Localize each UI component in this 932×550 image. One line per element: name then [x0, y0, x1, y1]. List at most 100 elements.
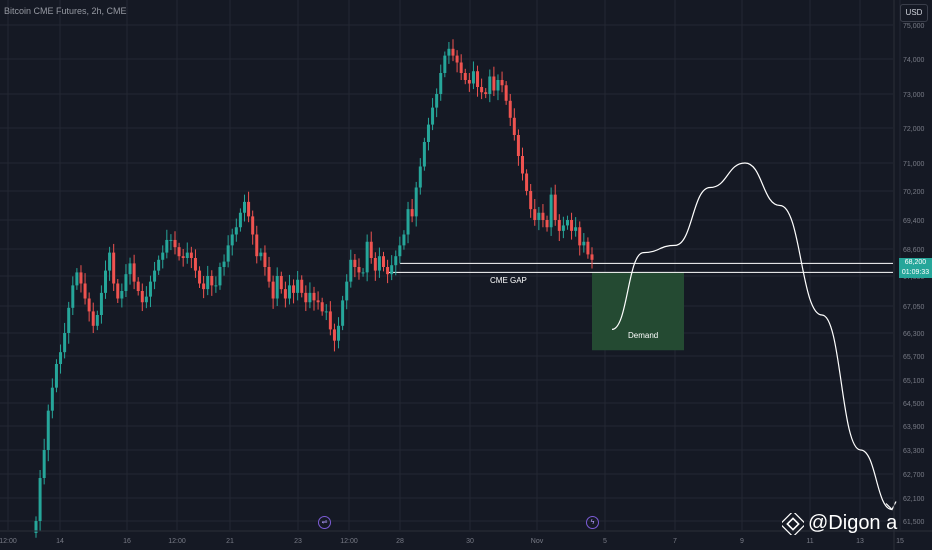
candle[interactable]: [87, 292, 91, 322]
candle-body[interactable]: [369, 241, 373, 258]
candle-body[interactable]: [418, 166, 422, 188]
candle[interactable]: [447, 42, 451, 64]
candle[interactable]: [136, 277, 140, 296]
candle[interactable]: [128, 257, 132, 285]
candle-body[interactable]: [357, 267, 361, 273]
candle-body[interactable]: [463, 73, 467, 80]
candle-body[interactable]: [296, 279, 300, 293]
candle-body[interactable]: [484, 92, 488, 94]
candle[interactable]: [132, 254, 136, 290]
candle-body[interactable]: [337, 325, 341, 341]
candle-body[interactable]: [91, 311, 95, 326]
candle-body[interactable]: [46, 410, 50, 450]
candle-body[interactable]: [406, 209, 410, 235]
candle[interactable]: [46, 404, 50, 462]
candle[interactable]: [259, 248, 263, 261]
candle-body[interactable]: [557, 220, 561, 231]
candle[interactable]: [582, 233, 586, 253]
candle-body[interactable]: [193, 258, 197, 271]
candle[interactable]: [63, 322, 67, 359]
candle[interactable]: [349, 249, 353, 288]
candle[interactable]: [357, 258, 361, 280]
candle-body[interactable]: [177, 247, 181, 257]
candle-body[interactable]: [165, 239, 169, 253]
candle-body[interactable]: [500, 80, 504, 86]
candle[interactable]: [304, 285, 308, 312]
candle[interactable]: [463, 68, 467, 85]
candle-body[interactable]: [54, 364, 58, 388]
candle[interactable]: [377, 247, 381, 278]
candle-body[interactable]: [238, 212, 242, 228]
candle[interactable]: [545, 215, 549, 232]
candle[interactable]: [390, 255, 394, 281]
candle[interactable]: [234, 218, 238, 242]
candle-body[interactable]: [394, 256, 398, 266]
candle-body[interactable]: [185, 252, 189, 258]
candle-body[interactable]: [259, 252, 263, 257]
candle[interactable]: [537, 206, 541, 231]
candle-body[interactable]: [529, 191, 533, 210]
candle[interactable]: [476, 65, 480, 97]
candle-body[interactable]: [361, 272, 365, 274]
candle-body[interactable]: [341, 300, 345, 326]
candle-body[interactable]: [365, 241, 369, 273]
candle-body[interactable]: [50, 387, 54, 411]
candle[interactable]: [500, 71, 504, 93]
candle[interactable]: [226, 235, 230, 268]
candle-body[interactable]: [83, 283, 87, 299]
candle[interactable]: [54, 359, 58, 393]
candle[interactable]: [353, 254, 357, 278]
candle[interactable]: [590, 247, 594, 269]
candle-body[interactable]: [533, 209, 537, 220]
candles[interactable]: [34, 39, 594, 538]
candle[interactable]: [300, 275, 304, 298]
candle[interactable]: [345, 274, 349, 310]
candle-body[interactable]: [148, 281, 152, 297]
candle[interactable]: [328, 301, 332, 336]
candle[interactable]: [508, 94, 512, 126]
candle[interactable]: [504, 81, 508, 105]
candle[interactable]: [275, 267, 279, 306]
candle[interactable]: [525, 169, 529, 196]
candle[interactable]: [529, 184, 533, 218]
candle[interactable]: [516, 129, 520, 166]
candle-body[interactable]: [512, 117, 516, 135]
candle[interactable]: [148, 275, 152, 308]
candle-body[interactable]: [287, 285, 291, 299]
candle[interactable]: [586, 237, 590, 259]
candle[interactable]: [492, 66, 496, 97]
candle[interactable]: [193, 249, 197, 278]
candle-body[interactable]: [87, 298, 91, 312]
candle-body[interactable]: [426, 124, 430, 142]
candle-body[interactable]: [210, 276, 214, 286]
candle[interactable]: [369, 231, 373, 264]
candle[interactable]: [202, 276, 206, 299]
candle[interactable]: [104, 260, 107, 299]
candle[interactable]: [165, 229, 169, 259]
candle-body[interactable]: [324, 311, 328, 313]
candle-body[interactable]: [476, 71, 480, 87]
candle-body[interactable]: [251, 216, 255, 235]
candle[interactable]: [312, 286, 316, 311]
candle[interactable]: [410, 198, 414, 223]
candle[interactable]: [484, 88, 488, 99]
candle[interactable]: [480, 78, 484, 100]
candle-body[interactable]: [304, 292, 308, 303]
candle[interactable]: [279, 271, 283, 294]
candle[interactable]: [198, 266, 202, 288]
candle[interactable]: [169, 234, 173, 251]
candle-body[interactable]: [34, 521, 38, 533]
candle-body[interactable]: [161, 252, 165, 260]
candle-body[interactable]: [541, 212, 545, 220]
candle[interactable]: [71, 276, 75, 315]
candle[interactable]: [243, 194, 246, 222]
candle-body[interactable]: [292, 285, 296, 293]
candle-body[interactable]: [439, 73, 443, 94]
candle-body[interactable]: [169, 239, 173, 241]
candle-body[interactable]: [431, 107, 435, 125]
candle[interactable]: [189, 246, 193, 269]
candle-body[interactable]: [382, 256, 385, 267]
candle[interactable]: [157, 255, 161, 275]
candle[interactable]: [418, 158, 422, 195]
candle[interactable]: [296, 270, 300, 301]
